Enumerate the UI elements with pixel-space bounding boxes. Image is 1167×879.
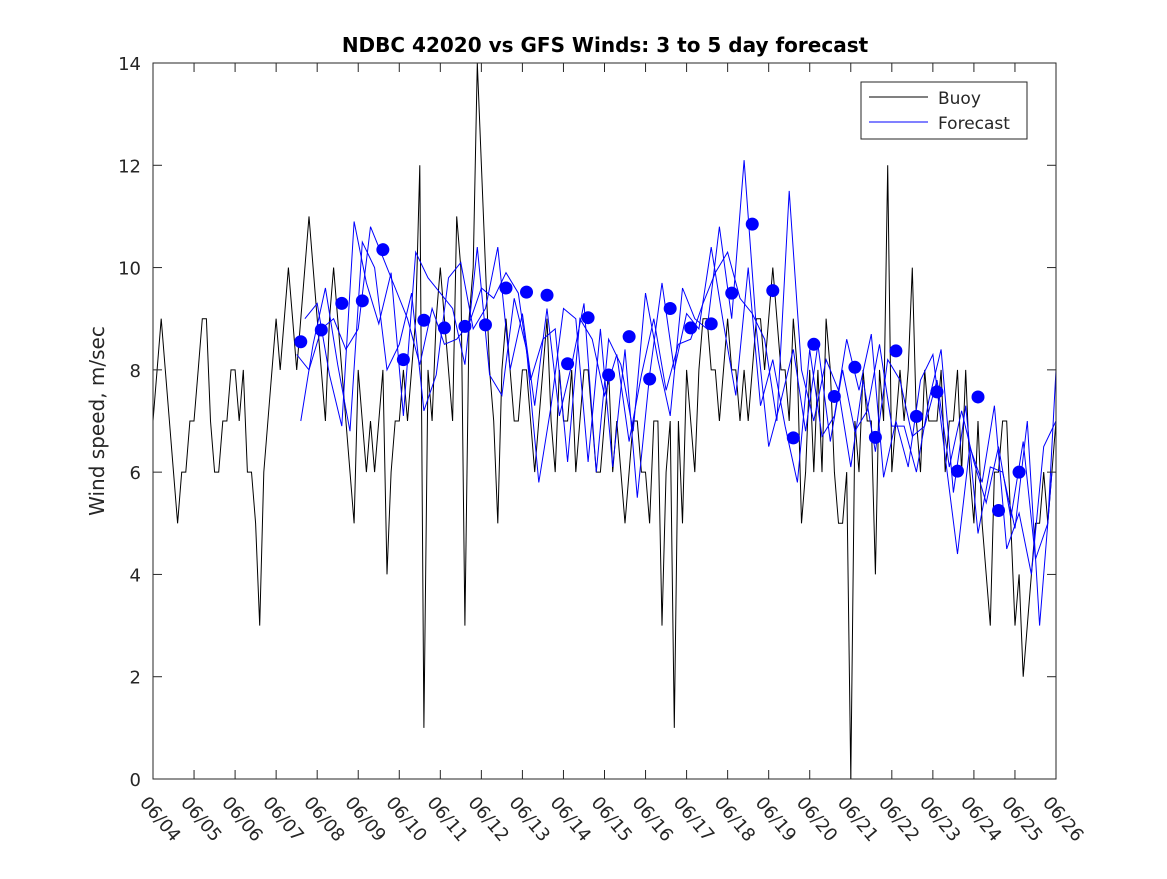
forecast-marker — [499, 281, 513, 295]
forecast-marker — [643, 372, 657, 386]
forecast-marker — [1012, 465, 1026, 479]
forecast-marker — [561, 357, 575, 371]
y-tick-label: 10 — [118, 259, 141, 280]
forecast-marker — [786, 431, 800, 445]
forecast-marker — [355, 294, 369, 308]
forecast-marker — [868, 430, 882, 444]
forecast-marker — [848, 360, 862, 374]
y-tick-label: 2 — [130, 668, 141, 689]
y-tick-label: 0 — [130, 770, 141, 791]
axes: 0246810121406/0406/0506/0606/0706/0806/0… — [118, 54, 1088, 846]
forecast-marker — [930, 385, 944, 399]
chart-title: NDBC 42020 vs GFS Winds: 3 to 5 day fore… — [342, 33, 869, 57]
forecast-marker — [704, 317, 718, 331]
series-line-forecast-3 — [304, 221, 1057, 575]
forecast-marker — [520, 285, 534, 299]
y-tick-label: 12 — [118, 156, 141, 177]
forecast-marker — [540, 288, 554, 302]
forecast-marker — [807, 337, 821, 351]
y-axis-label: Wind speed, m/sec — [85, 326, 109, 516]
y-tick-label: 14 — [118, 54, 141, 75]
forecast-marker — [992, 504, 1006, 517]
y-tick-label: 8 — [130, 361, 141, 382]
forecast-marker — [602, 368, 616, 382]
legend-label-buoy: Buoy — [938, 89, 981, 109]
forecast-marker — [971, 390, 985, 404]
forecast-marker — [581, 311, 595, 325]
series-line-forecast-2 — [300, 160, 1053, 626]
forecast-marker — [889, 344, 903, 358]
y-tick-label: 4 — [130, 565, 141, 586]
forecast-marker — [684, 321, 698, 335]
forecast-marker — [376, 243, 390, 257]
forecast-marker — [622, 330, 636, 344]
legend-label-forecast: Forecast — [938, 114, 1010, 134]
forecast-marker — [766, 284, 780, 298]
forecast-marker — [745, 217, 759, 231]
legend-box — [860, 81, 1028, 140]
forecast-marker — [663, 301, 677, 315]
forecast-marker — [314, 323, 328, 337]
forecast-marker — [294, 335, 308, 349]
forecast-marker — [335, 296, 349, 310]
forecast-marker — [827, 389, 841, 403]
legend: Buoy Forecast — [860, 81, 1028, 140]
forecast-marker — [437, 321, 451, 335]
forecast-marker — [396, 353, 410, 367]
forecast-marker — [417, 313, 431, 327]
forecast-marker — [458, 319, 472, 333]
forecast-marker — [909, 409, 923, 423]
forecast-marker — [950, 464, 964, 478]
forecast-marker — [725, 286, 739, 300]
y-tick-label: 6 — [130, 463, 141, 484]
forecast-marker — [478, 318, 492, 332]
